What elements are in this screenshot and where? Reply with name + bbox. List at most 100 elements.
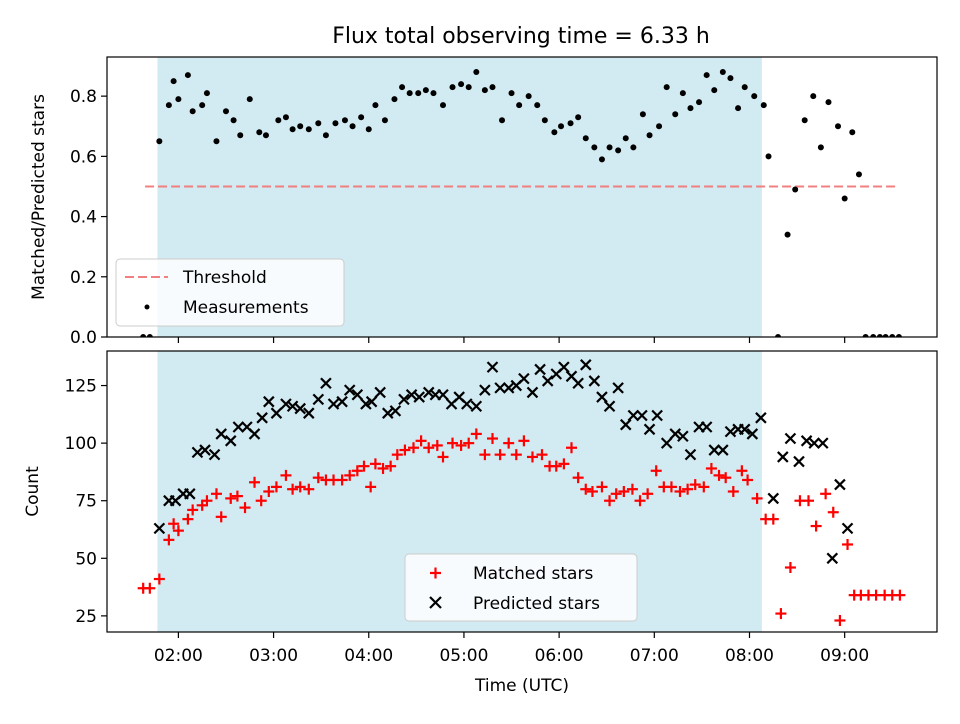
predicted-star-marker bbox=[303, 407, 315, 419]
measurement-point bbox=[760, 102, 767, 109]
predicted-star-marker bbox=[579, 359, 592, 371]
matched-star-marker bbox=[842, 538, 854, 550]
measurement-point bbox=[322, 132, 329, 139]
predicted-star-marker bbox=[651, 409, 663, 422]
matched-star-marker bbox=[385, 460, 397, 472]
predicted-star-marker bbox=[280, 398, 292, 410]
measurement-point bbox=[473, 69, 480, 76]
measurement-point bbox=[465, 84, 472, 91]
measurement-point bbox=[810, 93, 817, 100]
predicted-marker-b bbox=[191, 446, 204, 459]
predicted-marker-b bbox=[486, 361, 499, 373]
predicted-marker-b bbox=[612, 382, 624, 394]
measurement-point bbox=[656, 123, 663, 130]
predicted-star-marker bbox=[461, 398, 473, 410]
matched-star-marker bbox=[682, 483, 694, 495]
predicted-marker-b bbox=[619, 418, 632, 431]
matched-star-marker bbox=[263, 486, 275, 497]
measurement-point bbox=[349, 123, 356, 130]
predicted-star-marker bbox=[677, 430, 689, 442]
x-tick-label: 06:00 bbox=[535, 646, 584, 666]
panel-frame bbox=[106, 350, 938, 633]
matched-star-marker bbox=[536, 449, 548, 461]
chart-title: Flux total observing time = 6.33 h bbox=[332, 24, 710, 49]
predicted-marker-b bbox=[453, 391, 465, 403]
predicted-star-marker bbox=[808, 437, 820, 449]
y-tick-label: 125 bbox=[65, 377, 97, 397]
predicted-star-marker bbox=[263, 395, 275, 408]
measurement-point bbox=[516, 102, 523, 109]
predicted-star-marker bbox=[294, 402, 307, 415]
predicted-marker-b bbox=[280, 398, 292, 410]
matched-star-marker bbox=[225, 492, 237, 504]
measurement-point bbox=[213, 138, 220, 145]
measurement-point bbox=[430, 90, 437, 97]
legend-bottom: Matched stars Predicted stars bbox=[404, 553, 638, 622]
predicted-marker-b bbox=[479, 384, 491, 396]
predicted-star-marker bbox=[636, 409, 648, 422]
predicted-star-marker bbox=[588, 375, 601, 387]
measurement-point bbox=[784, 231, 791, 238]
matched-star-marker bbox=[463, 437, 475, 449]
predicted-marker-b bbox=[294, 402, 307, 415]
measurement-point bbox=[297, 123, 304, 130]
matched-star-marker bbox=[358, 460, 370, 472]
x-tick-label: 07:00 bbox=[630, 646, 679, 666]
matched-star-marker bbox=[894, 589, 906, 601]
predicted-marker-b bbox=[660, 437, 673, 449]
predicted-star-marker bbox=[374, 386, 386, 399]
matched-star-marker bbox=[303, 483, 315, 495]
predicted-star-marker bbox=[336, 395, 348, 408]
measurement-point bbox=[727, 75, 734, 82]
measurement-point bbox=[622, 135, 629, 142]
y-tick-label: 75 bbox=[75, 492, 97, 512]
measurement-point bbox=[189, 108, 196, 115]
matched-star-marker bbox=[144, 582, 156, 594]
matched-star-marker bbox=[287, 483, 299, 495]
predicted-star-marker bbox=[232, 421, 245, 433]
measurement-point bbox=[415, 90, 422, 97]
predicted-star-marker bbox=[526, 386, 539, 399]
matched-star-marker bbox=[187, 504, 199, 516]
measurement-point bbox=[203, 90, 210, 97]
matched-star-marker bbox=[479, 449, 491, 461]
measurement-point bbox=[575, 114, 582, 121]
matched-star-marker bbox=[610, 488, 622, 500]
matched-star-marker bbox=[455, 439, 467, 451]
predicted-star-marker bbox=[256, 412, 268, 424]
matched-star-marker bbox=[650, 465, 662, 477]
matched-star-marker bbox=[239, 502, 251, 514]
predicted-marker-b bbox=[224, 435, 237, 447]
measurement-point bbox=[481, 87, 488, 94]
matched-star-marker bbox=[431, 439, 443, 451]
matched-star-marker bbox=[689, 479, 701, 491]
predicted-marker-b bbox=[677, 430, 689, 442]
bottom-panel: 02:00 03:00 04:00 05:00 06:00 07:00 08:00 09:00… bbox=[23, 350, 938, 696]
predicted-marker-b bbox=[738, 423, 751, 436]
predicted-marker-b bbox=[643, 423, 656, 436]
matched-star-marker bbox=[294, 481, 306, 493]
predicted-star-marker bbox=[534, 363, 546, 376]
predicted-star-marker bbox=[603, 400, 616, 413]
predicted-star-marker bbox=[612, 382, 624, 394]
predicted-marker-b bbox=[336, 395, 348, 408]
measurement-point bbox=[719, 69, 726, 76]
matched-star-marker bbox=[720, 472, 732, 484]
measurement-point bbox=[741, 84, 748, 91]
predicted-marker-b bbox=[526, 386, 539, 399]
measurement-point bbox=[534, 102, 541, 109]
predicted-star-marker bbox=[755, 412, 767, 424]
matched-star-marker bbox=[784, 562, 796, 574]
matched-star-marker bbox=[698, 481, 710, 493]
predicted-marker-b bbox=[208, 448, 221, 461]
predicted-marker-b bbox=[365, 395, 378, 408]
x-tick-label: 08:00 bbox=[725, 646, 774, 666]
measurement-point bbox=[458, 81, 465, 88]
measurement-point bbox=[439, 102, 446, 109]
matched-star-marker bbox=[642, 488, 654, 500]
predicted-marker-b bbox=[327, 398, 340, 410]
matched-star-marker bbox=[736, 465, 748, 477]
measurement-point bbox=[305, 126, 312, 133]
measurement-point bbox=[615, 147, 622, 154]
predicted-star-marker bbox=[518, 372, 530, 385]
